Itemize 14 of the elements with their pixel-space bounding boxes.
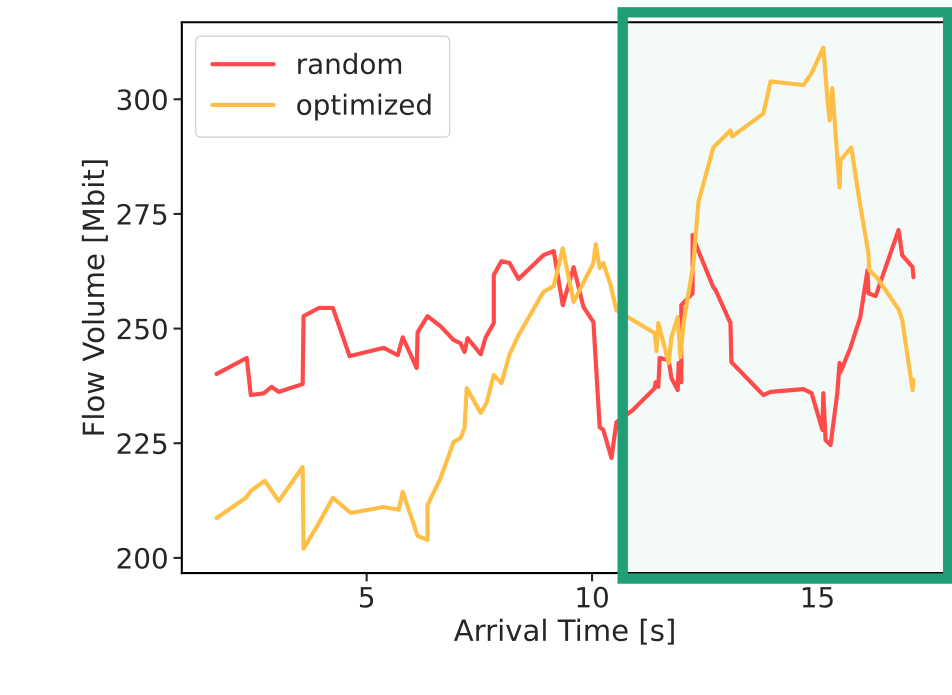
y-axis-title: Flow Volume [Mbit] [82, 160, 108, 435]
x-axis-title: Arrival Time [s] [454, 618, 674, 645]
x-tick-label: 10 [577, 586, 608, 608]
x-tick-label: 15 [802, 587, 833, 608]
y-tick-label: 225 [118, 433, 166, 454]
y-tick-label: 275 [118, 204, 166, 225]
y-tick-label: 200 [118, 548, 167, 569]
line-series [214, 228, 916, 460]
legend-label: random [298, 52, 402, 74]
line-series [214, 45, 916, 551]
x-tick-label: 5 [360, 587, 374, 608]
y-tick-label: 300 [118, 89, 167, 110]
legend-label: optimized [297, 94, 431, 120]
y-tick-label: 250 [118, 318, 167, 340]
